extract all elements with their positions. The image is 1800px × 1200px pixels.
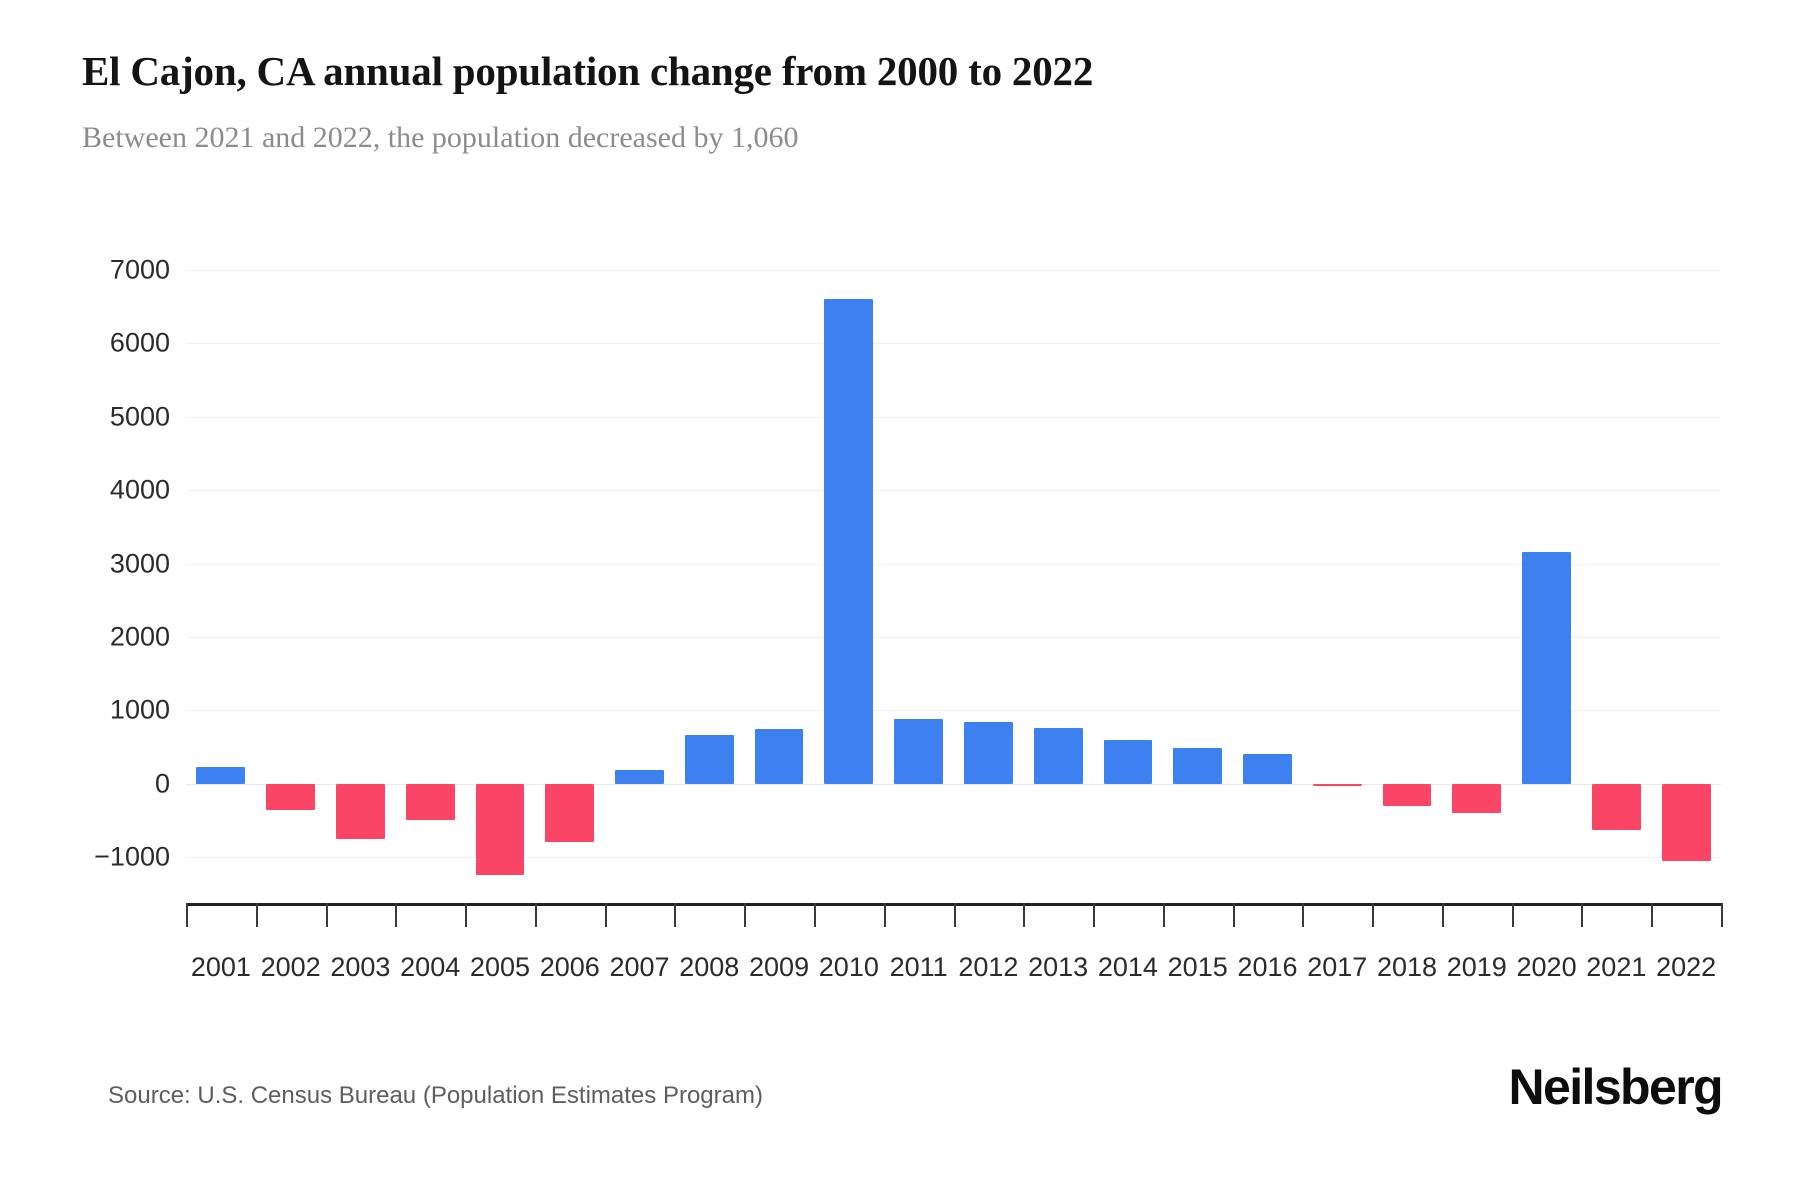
brand-logo: Neilsberg	[1508, 1059, 1724, 1115]
x-axis-tick-label: 2001	[190, 952, 251, 982]
gridline	[186, 490, 1721, 492]
chart-header: El Cajon, CA annual population change fr…	[82, 48, 1722, 156]
bar-2014[interactable]	[1103, 740, 1153, 784]
bar-2021[interactable]	[1591, 783, 1641, 830]
x-axis-tick	[1721, 903, 1723, 927]
x-axis-tick	[1651, 903, 1654, 927]
x-axis-tick-label: 2002	[260, 952, 321, 982]
x-axis-tick-label: 2007	[609, 952, 670, 982]
y-axis-tick-label: 7000	[109, 254, 170, 285]
x-axis-tick	[813, 903, 816, 927]
bar-2016[interactable]	[1243, 754, 1292, 784]
bar-2018[interactable]	[1382, 783, 1432, 806]
gridline	[186, 636, 1721, 638]
x-axis-tick	[325, 903, 328, 927]
x-axis-tick-label: 2018	[1376, 952, 1438, 982]
x-axis-tick-label: 2017	[1307, 952, 1368, 982]
x-axis-tick-label: 2006	[539, 952, 600, 982]
bar-2008[interactable]	[684, 735, 734, 784]
bar-2013[interactable]	[1033, 727, 1083, 784]
gridline	[186, 563, 1721, 565]
x-axis-tick	[604, 903, 607, 927]
x-axis-tick-label: 2021	[1586, 952, 1647, 982]
y-axis-tick-label: 6000	[109, 327, 170, 358]
gridline	[186, 710, 1721, 712]
x-axis-tick-label: 2011	[889, 952, 948, 982]
x-axis-tick	[1372, 903, 1375, 927]
x-axis-tick-label: 2005	[469, 952, 531, 982]
bar-2022[interactable]	[1661, 783, 1711, 862]
source-note: Source: U.S. Census Bureau (Population E…	[108, 1082, 763, 1109]
page-title: El Cajon, CA annual population change fr…	[82, 48, 1094, 94]
x-axis-tick	[674, 903, 677, 927]
y-axis-tick-label: 0	[154, 768, 170, 799]
x-axis-tick	[744, 903, 747, 927]
x-axis-tick	[465, 903, 468, 927]
bar-2001[interactable]	[196, 766, 246, 784]
x-axis-tick-label: 2013	[1028, 952, 1089, 982]
x-axis-tick	[1581, 903, 1584, 927]
x-axis-tick-label: 2020	[1516, 952, 1577, 982]
x-axis-tick-label: 2012	[958, 952, 1019, 982]
x-axis-tick	[1162, 903, 1165, 927]
x-axis-tick-label: 2014	[1097, 952, 1158, 982]
y-axis-tick-label: 2000	[109, 621, 170, 652]
bar-2005[interactable]	[475, 783, 525, 876]
bar-2006[interactable]	[545, 783, 595, 842]
gridline	[186, 270, 1721, 271]
bar-2009[interactable]	[754, 729, 804, 784]
x-axis-tick	[1511, 903, 1514, 927]
y-axis-tick-label: −1000	[94, 841, 170, 872]
y-axis-tick-label: 3000	[109, 548, 170, 578]
x-axis-tick	[255, 903, 258, 927]
x-axis-tick-label: 2010	[818, 952, 879, 982]
bar-2019[interactable]	[1452, 783, 1502, 813]
gridline	[186, 416, 1721, 418]
x-axis-tick	[883, 903, 886, 927]
gridline	[186, 343, 1721, 345]
x-axis-tick-label: 2008	[679, 952, 740, 982]
x-axis-tick	[395, 903, 398, 927]
bar-2007[interactable]	[615, 770, 664, 784]
bar-2012[interactable]	[963, 721, 1013, 784]
bar-2003[interactable]	[336, 783, 385, 840]
x-axis-tick	[534, 903, 537, 927]
bar-2015[interactable]	[1173, 747, 1223, 784]
x-axis-tick-label: 2004	[400, 952, 461, 982]
x-axis-tick	[1302, 903, 1305, 927]
x-axis-tick	[186, 903, 188, 927]
bar-2010[interactable]	[824, 299, 874, 784]
zero-line	[186, 783, 1721, 785]
x-axis-tick	[1093, 903, 1096, 927]
x-axis-tick	[953, 903, 956, 927]
bar-2020[interactable]	[1522, 552, 1571, 784]
y-axis-tick-label: 4000	[109, 474, 170, 505]
x-axis-tick	[1441, 903, 1444, 927]
gridline	[186, 857, 1721, 858]
x-axis-tick-label: 2019	[1446, 952, 1507, 982]
chart-subtitle: Between 2021 and 2022, the population de…	[82, 121, 799, 155]
bar-2011[interactable]	[894, 719, 944, 784]
bar-2004[interactable]	[405, 783, 455, 820]
bar-2002[interactable]	[266, 783, 316, 811]
x-axis-tick	[1023, 903, 1026, 927]
x-axis-tick	[1232, 903, 1235, 927]
x-axis-tick-label: 2009	[749, 952, 810, 982]
x-axis-tick-label: 2022	[1656, 952, 1717, 982]
y-axis-tick-label: 5000	[109, 401, 170, 432]
x-axis-tick-label: 2016	[1237, 952, 1298, 982]
y-axis-tick-label: 1000	[109, 694, 170, 725]
x-axis-tick-label: 2015	[1167, 952, 1228, 982]
x-axis-tick-label: 2003	[330, 952, 391, 982]
bar-2017[interactable]	[1312, 783, 1362, 786]
